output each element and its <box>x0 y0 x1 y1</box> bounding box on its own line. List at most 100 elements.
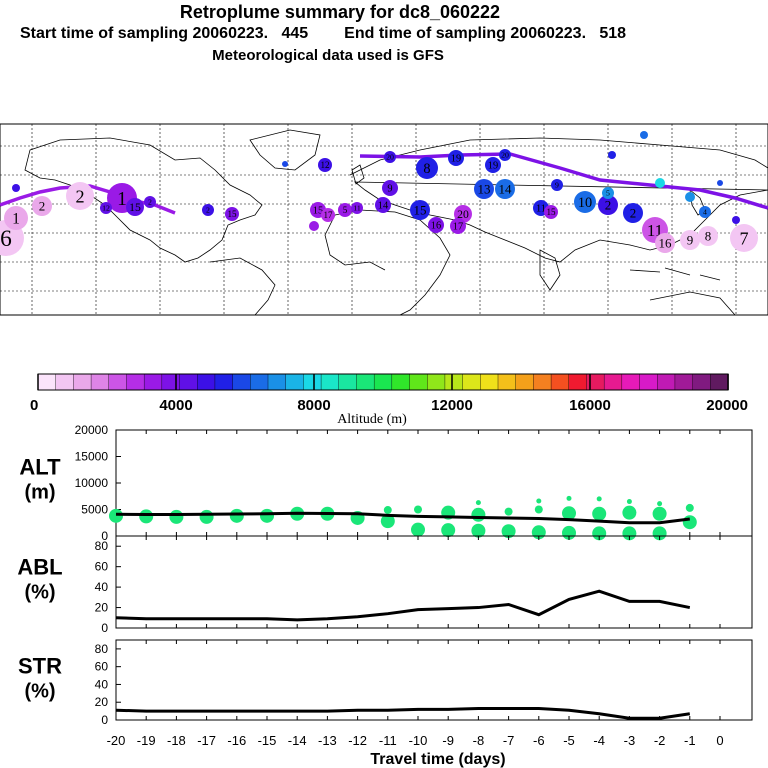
map-cluster-label-39: 4 <box>703 208 707 217</box>
xtick-label-1: -19 <box>137 733 156 748</box>
alt-point-10 <box>383 506 392 515</box>
map-cluster-43 <box>608 151 616 159</box>
alt-point-18 <box>501 524 516 539</box>
colorbar-swatch-23 <box>444 373 464 391</box>
altitude-colorbar: 0 4000 8000 12000 16000 20000 Altitude (m) <box>30 373 748 427</box>
map-cluster-36: 9 <box>680 230 700 250</box>
xtick-label-18: -2 <box>654 733 666 748</box>
colorbar-swatch-28 <box>533 373 552 391</box>
map-cluster-33: 2 <box>623 203 643 223</box>
panel-ylabel-bottom-1: (%) <box>24 582 55 604</box>
panel-2-ytick-label-0: 0 <box>101 713 108 727</box>
trajectory-east <box>359 152 768 210</box>
colorbar-title: Altitude (m) <box>337 412 407 427</box>
map-cluster-6: 12 <box>100 202 112 214</box>
xtick-label-13: -7 <box>503 733 515 748</box>
map-cluster-label-8: 2 <box>206 206 210 215</box>
panel-ylabel-bottom-0: (m) <box>24 482 55 504</box>
colorbar-swatch-2 <box>73 373 92 391</box>
xtick-label-14: -6 <box>533 733 545 748</box>
panel-0-ytick-label-0: 0 <box>101 529 108 543</box>
xtick-label-15: -5 <box>563 733 575 748</box>
map-cluster-2: 2 <box>32 196 52 216</box>
chart-title: Retroplume summary for dc8_060222 <box>179 2 501 22</box>
map-cluster-dot-29 <box>551 179 563 191</box>
map-cluster-3: 2 <box>66 182 94 210</box>
alt-point-17 <box>475 500 481 506</box>
colorbar-swatch-19 <box>373 373 393 391</box>
panel-2-ytick-label-3: 60 <box>95 660 109 674</box>
map-cluster-dot-16 <box>410 200 430 220</box>
xtick-label-4: -16 <box>227 733 246 748</box>
xtick-label-3: -17 <box>197 733 216 748</box>
alt-point-34 <box>657 501 663 507</box>
map-cluster-38: 7 <box>730 224 758 252</box>
map-cluster-40 <box>685 192 695 202</box>
panel-1-ytick-label-1: 20 <box>95 601 109 615</box>
alt-point-25 <box>566 495 572 501</box>
colorbar-swatch-5 <box>126 373 145 391</box>
colorbar-swatch-31 <box>586 373 605 391</box>
map-cluster-label-13: 11 <box>353 204 361 213</box>
map-cluster-28: 15 <box>544 205 558 219</box>
colorbar-swatch-24 <box>462 373 482 391</box>
map-cluster-37: 8 <box>698 226 718 246</box>
map-cluster-35: 16 <box>655 233 675 253</box>
map-cluster-label-45: 20 <box>386 153 394 162</box>
panel-0-ytick-label-1: 5000 <box>81 503 108 517</box>
panel-0-ytick-label-4: 20000 <box>75 423 109 437</box>
alt-point-19 <box>504 507 513 516</box>
alt-point-22 <box>536 498 542 504</box>
colorbar-swatch-30 <box>568 373 588 391</box>
end-value: 518 <box>599 25 627 42</box>
map-cluster-label-22: 8 <box>423 161 430 177</box>
colorbar-swatch-11 <box>232 373 252 391</box>
time-series-panels: 05000100001500020000ALT(m)020406080ABL(%… <box>17 423 753 768</box>
alt-point-4 <box>229 508 244 523</box>
map-cluster-dot-28 <box>544 205 558 219</box>
map-cluster-26: 14 <box>495 179 515 199</box>
alt-point-26 <box>592 526 607 541</box>
alt-point-13 <box>441 523 456 538</box>
colorbar-tick-label-5: 20000 <box>706 397 748 414</box>
colorbar-tick-label-2: 8000 <box>297 397 330 414</box>
panel-ylabel-top-2: STR <box>18 654 62 679</box>
map-cluster-label-9: 15 <box>227 209 237 219</box>
panel-2-ytick-label-1: 20 <box>95 695 109 709</box>
map-cluster-label-10: 15 <box>313 206 323 217</box>
colorbar-swatch-18 <box>356 373 375 391</box>
alt-point-35 <box>682 515 697 530</box>
map-cluster-label-26: 14 <box>499 182 513 197</box>
colorbar-swatch-15 <box>303 373 322 391</box>
map-cluster-32: 5 <box>602 187 614 199</box>
map-cluster-47 <box>282 161 288 167</box>
map-cluster-5: 15 <box>126 198 144 216</box>
map-cluster-label-3: 2 <box>75 186 84 206</box>
map-cluster-dot-7 <box>144 196 156 208</box>
map-cluster-dot-41 <box>655 178 665 188</box>
colorbar-swatch-38 <box>710 373 729 391</box>
map-cluster-dot-19 <box>450 218 466 234</box>
xtick-label-5: -15 <box>258 733 277 748</box>
colorbar-tick-label-3: 12000 <box>431 397 473 414</box>
colorbar-swatch-6 <box>143 373 163 391</box>
colorbar-swatch-37 <box>692 373 712 391</box>
colorbar-swatch-9 <box>197 373 216 391</box>
map-cluster-dot-46 <box>12 184 20 192</box>
panel-ylabel-top-1: ABL <box>17 555 62 580</box>
start-value: 445 <box>281 25 309 42</box>
map-cluster-label-30: 10 <box>578 195 592 211</box>
map-cluster-29: 9 <box>551 179 563 191</box>
map-cluster-dot-11 <box>321 208 335 222</box>
xtick-label-9: -11 <box>379 733 397 748</box>
colorbar-swatch-27 <box>515 373 535 391</box>
map-cluster-dot-39 <box>699 206 711 218</box>
map-cluster-19: 17 <box>450 218 466 234</box>
map-cluster-dot-43 <box>608 151 616 159</box>
map-cluster-dot-36 <box>680 230 700 250</box>
colorbar-swatch-8 <box>179 373 198 391</box>
colorbar-swatch-4 <box>108 373 128 391</box>
map-cluster-label-12: 5 <box>343 205 348 215</box>
